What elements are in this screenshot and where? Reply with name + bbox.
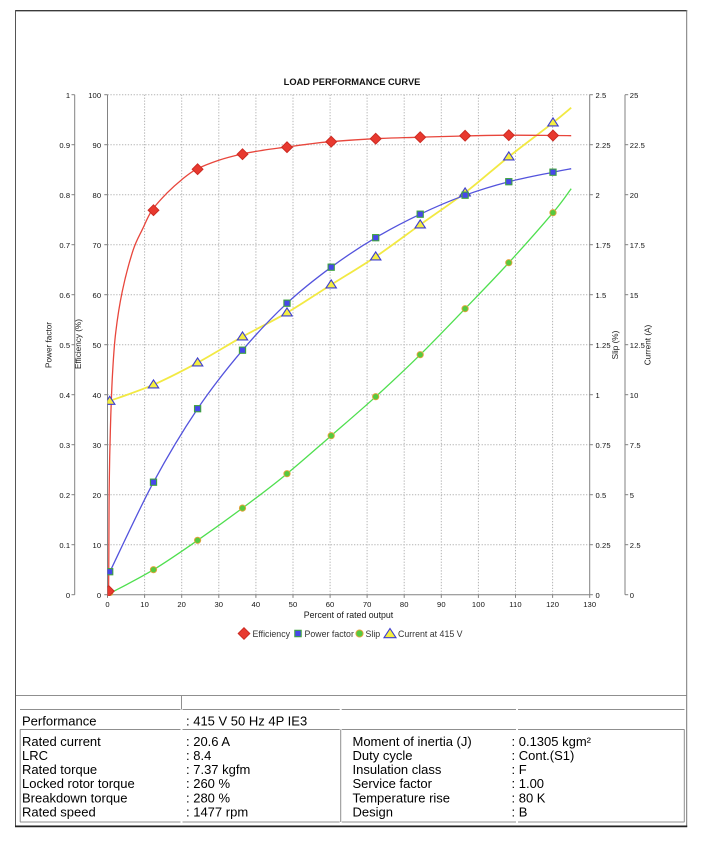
- svg-text:40: 40: [252, 600, 261, 609]
- svg-text:: Cont.(S1): : Cont.(S1): [512, 748, 575, 763]
- svg-text:0.2: 0.2: [59, 491, 70, 500]
- svg-text:: 1477 rpm: : 1477 rpm: [186, 804, 248, 819]
- svg-text:1: 1: [596, 391, 600, 400]
- svg-text:20: 20: [177, 600, 186, 609]
- svg-text:Efficiency: Efficiency: [253, 629, 291, 639]
- svg-text:7.5: 7.5: [630, 441, 641, 450]
- svg-text:10: 10: [140, 600, 149, 609]
- svg-text:5: 5: [630, 491, 634, 500]
- svg-text:1.75: 1.75: [596, 241, 611, 250]
- svg-text:Insulation class: Insulation class: [353, 762, 442, 777]
- svg-text:1.25: 1.25: [596, 341, 611, 350]
- svg-text:: 0.1305 kgm²: : 0.1305 kgm²: [512, 734, 592, 749]
- svg-text:: F: : F: [512, 762, 527, 777]
- svg-text:0.25: 0.25: [596, 541, 611, 550]
- svg-text:LOAD PERFORMANCE CURVE: LOAD PERFORMANCE CURVE: [284, 77, 421, 87]
- svg-text:0.8: 0.8: [59, 191, 70, 200]
- svg-text:110: 110: [509, 600, 521, 609]
- svg-text:80: 80: [400, 600, 409, 609]
- svg-text:20: 20: [93, 491, 102, 500]
- svg-text:Locked rotor torque: Locked rotor torque: [22, 776, 135, 791]
- svg-text:120: 120: [546, 600, 559, 609]
- svg-text:Efficiency (%): Efficiency (%): [74, 319, 83, 369]
- svg-text:: 80 K: : 80 K: [512, 790, 546, 805]
- svg-text:2: 2: [596, 191, 600, 200]
- svg-text:0: 0: [105, 600, 109, 609]
- svg-text:1: 1: [66, 91, 70, 100]
- svg-text:: 260 %: : 260 %: [186, 776, 231, 791]
- svg-text:100: 100: [88, 91, 101, 100]
- svg-text:30: 30: [214, 600, 223, 609]
- svg-text:Current (A): Current (A): [644, 324, 653, 365]
- svg-text:Breakdown torque: Breakdown torque: [22, 790, 128, 805]
- svg-text:10: 10: [630, 391, 639, 400]
- svg-text:130: 130: [583, 600, 596, 609]
- svg-text:Power factor: Power factor: [45, 322, 54, 368]
- svg-text:0: 0: [596, 591, 600, 600]
- svg-text:Performance: Performance: [22, 714, 96, 729]
- svg-text:Slip (%): Slip (%): [611, 330, 620, 359]
- svg-text:Percent of rated output: Percent of rated output: [304, 610, 394, 620]
- svg-text:Current at 415 V: Current at 415 V: [398, 629, 463, 639]
- svg-text:50: 50: [289, 600, 298, 609]
- svg-text:0.5: 0.5: [596, 491, 607, 500]
- svg-text:: 20.6 A: : 20.6 A: [186, 734, 230, 749]
- svg-text:: 280 %: : 280 %: [186, 790, 231, 805]
- svg-text:0.6: 0.6: [59, 291, 70, 300]
- svg-text:12.5: 12.5: [630, 341, 645, 350]
- svg-text:Duty cycle: Duty cycle: [353, 748, 413, 763]
- svg-text:0.4: 0.4: [59, 391, 70, 400]
- svg-text:LRC: LRC: [22, 748, 48, 763]
- svg-text:: 7.37 kgfm: : 7.37 kgfm: [186, 762, 250, 777]
- svg-text:Slip: Slip: [366, 629, 381, 639]
- svg-text:2.5: 2.5: [596, 91, 607, 100]
- svg-text:Rated speed: Rated speed: [22, 804, 96, 819]
- svg-text:Service factor: Service factor: [353, 776, 433, 791]
- svg-text:0: 0: [66, 591, 70, 600]
- svg-text:90: 90: [93, 141, 102, 150]
- svg-text:0.9: 0.9: [59, 141, 70, 150]
- svg-text:2.5: 2.5: [630, 541, 641, 550]
- svg-text:40: 40: [93, 391, 102, 400]
- svg-text:Rated torque: Rated torque: [22, 762, 97, 777]
- svg-text:0.7: 0.7: [59, 241, 70, 250]
- svg-text:: 415 V 50 Hz 4P IE3: : 415 V 50 Hz 4P IE3: [186, 714, 307, 729]
- svg-text:17.5: 17.5: [630, 241, 645, 250]
- svg-text:2.25: 2.25: [596, 141, 611, 150]
- svg-text:20: 20: [630, 191, 639, 200]
- svg-text:100: 100: [472, 600, 485, 609]
- svg-text:70: 70: [363, 600, 372, 609]
- svg-text:90: 90: [437, 600, 446, 609]
- svg-text:Temperature rise: Temperature rise: [353, 790, 451, 805]
- svg-text:22.5: 22.5: [630, 141, 645, 150]
- svg-text:0.1: 0.1: [59, 541, 70, 550]
- svg-text:0: 0: [630, 591, 634, 600]
- svg-text:0.5: 0.5: [59, 341, 70, 350]
- svg-text:Power factor: Power factor: [305, 629, 354, 639]
- svg-text:1.5: 1.5: [596, 291, 607, 300]
- svg-text:25: 25: [630, 91, 639, 100]
- svg-text:70: 70: [93, 241, 102, 250]
- svg-text:: 1.00: : 1.00: [512, 776, 545, 791]
- svg-text:80: 80: [93, 191, 102, 200]
- svg-text:15: 15: [630, 291, 639, 300]
- svg-text:60: 60: [326, 600, 335, 609]
- svg-text:60: 60: [93, 291, 102, 300]
- svg-text:10: 10: [93, 541, 102, 550]
- svg-text:0.75: 0.75: [596, 441, 611, 450]
- svg-text:30: 30: [93, 441, 102, 450]
- svg-text:0: 0: [97, 591, 101, 600]
- svg-text:50: 50: [93, 341, 102, 350]
- svg-text:: B: : B: [512, 804, 528, 819]
- svg-text:: 8.4: : 8.4: [186, 748, 211, 763]
- svg-text:Rated current: Rated current: [22, 734, 101, 749]
- svg-text:Design: Design: [353, 804, 393, 819]
- svg-text:Moment of inertia (J): Moment of inertia (J): [353, 734, 472, 749]
- svg-text:0.3: 0.3: [59, 441, 70, 450]
